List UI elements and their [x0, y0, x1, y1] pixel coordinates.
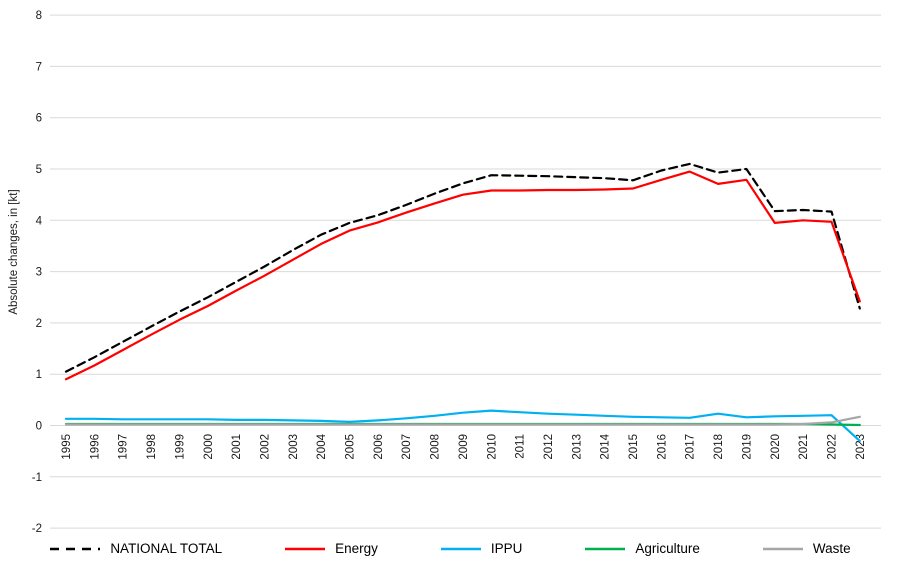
y-tick-label: -2: [32, 523, 42, 535]
y-tick-label: 2: [36, 318, 42, 330]
x-tick-label: 1996: [89, 434, 101, 460]
legend-item-ippu: IPPU: [440, 541, 523, 556]
x-tick-label: 2017: [685, 434, 697, 460]
x-tick-label: 2014: [600, 433, 612, 459]
legend-label: IPPU: [490, 541, 523, 556]
legend-label: Agriculture: [635, 541, 700, 556]
x-tick-label: 2000: [203, 434, 215, 460]
x-tick-label: 2002: [260, 434, 272, 460]
line-icon: [585, 547, 626, 550]
x-tick-label: 2008: [430, 434, 442, 460]
series-line-ippu: [64, 409, 861, 442]
x-tick-label: 2015: [628, 434, 640, 460]
x-tick-label: 2020: [770, 434, 782, 460]
x-tick-label: 2013: [571, 434, 583, 460]
line-icon: [762, 547, 803, 550]
x-tick-label: 2001: [231, 434, 243, 460]
x-tick-label: 2021: [798, 434, 810, 460]
legend-label: Energy: [335, 541, 378, 556]
x-tick-label: 2004: [316, 433, 328, 459]
x-tick-label: 2022: [827, 434, 839, 460]
x-tick-label: 2005: [345, 434, 357, 460]
y-tick-label: 7: [36, 61, 42, 73]
plot-area: 8 7 6 5 4 3 2 1 0 -1 -2 1995 1996 1997 1998 1999 2000 200…: [32, 10, 881, 535]
x-tick-label: 2006: [373, 434, 385, 460]
y-tick-label: 6: [36, 113, 42, 125]
y-tick-label: 0: [36, 421, 42, 433]
legend-item-agriculture: Agriculture: [584, 541, 700, 556]
x-tick-label: 2012: [543, 434, 555, 460]
y-tick-label: 8: [36, 10, 42, 22]
x-tick-label: 2007: [401, 434, 413, 460]
y-tick-label: 3: [36, 267, 42, 279]
y-tick-label: 1: [36, 369, 42, 381]
x-tick-label: 2003: [288, 434, 300, 460]
line-icon: [440, 547, 481, 550]
y-tick-label: 4: [36, 215, 43, 227]
legend-label: NATIONAL TOTAL: [110, 541, 223, 556]
legend-item-energy: Energy: [284, 541, 378, 556]
dashed-line-icon: [50, 547, 101, 550]
line-icon: [285, 547, 326, 550]
legend-item-national-total: NATIONAL TOTAL: [49, 541, 222, 556]
x-tick-label: 2018: [713, 434, 725, 460]
series-line-national-total: [64, 162, 861, 373]
x-tick-label: 1995: [61, 434, 73, 460]
x-tick-label: 2016: [656, 434, 668, 460]
series-line-waste: [64, 415, 861, 426]
y-tick-label: 5: [36, 164, 42, 176]
y-tick-label: -1: [32, 472, 42, 484]
x-tick-label: 1997: [118, 434, 130, 460]
legend-label: Waste: [812, 541, 851, 556]
x-tick-label: 2009: [458, 434, 470, 460]
chart-legend: NATIONAL TOTAL Energy IPPU Agriculture W…: [0, 541, 900, 556]
x-tick-label: 1998: [146, 434, 158, 460]
legend-item-waste: Waste: [762, 541, 851, 556]
x-tick-label: 2011: [515, 434, 527, 459]
series-line-energy: [64, 170, 861, 381]
x-tick-label: 2019: [741, 434, 753, 460]
x-tick-label: 1999: [174, 434, 186, 460]
x-tick-label: 2010: [486, 434, 498, 460]
